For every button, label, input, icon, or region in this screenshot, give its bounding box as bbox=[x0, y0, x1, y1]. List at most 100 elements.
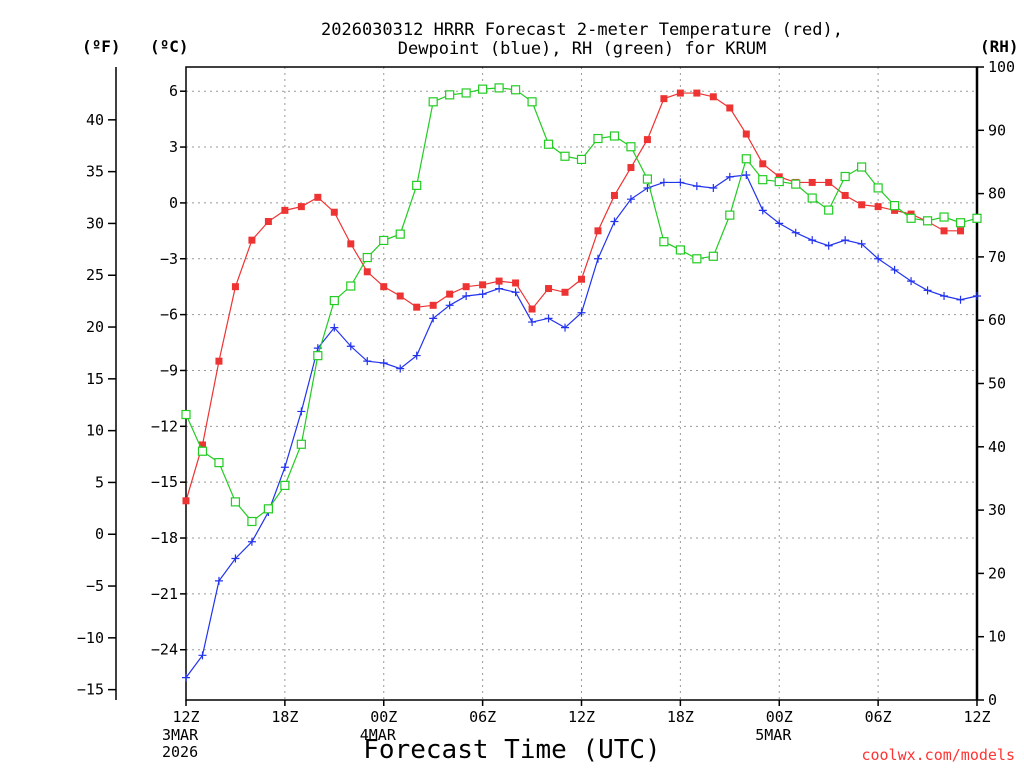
temperature-point bbox=[528, 305, 536, 313]
rh-tick-label: 90 bbox=[988, 121, 1006, 139]
x-tick-label: 06Z bbox=[469, 708, 496, 726]
rh-point bbox=[791, 179, 801, 189]
dewpoint-point bbox=[528, 318, 537, 327]
x-tick-label: 00Z bbox=[766, 708, 793, 726]
temperature-point bbox=[281, 206, 289, 214]
temperature-point bbox=[363, 268, 371, 276]
dewpoint-point bbox=[923, 286, 932, 295]
dewpoint-point bbox=[544, 314, 553, 323]
celsius-tick-label: −21 bbox=[151, 585, 178, 603]
rh-point bbox=[296, 439, 306, 449]
temperature-point bbox=[742, 130, 750, 138]
rh-point bbox=[445, 90, 455, 100]
dewpoint-point bbox=[577, 308, 586, 317]
temperature-point bbox=[759, 160, 767, 168]
temperature-point bbox=[726, 104, 734, 112]
rh-point bbox=[313, 351, 323, 361]
temperature-point bbox=[676, 89, 684, 97]
rh-point bbox=[412, 180, 422, 190]
x-tick-label: 12Z bbox=[172, 708, 199, 726]
temperature-point bbox=[215, 357, 223, 365]
dewpoint-point bbox=[725, 172, 734, 181]
temperature-point bbox=[808, 178, 816, 186]
temperature-point bbox=[957, 227, 965, 235]
x-tick-label: 06Z bbox=[865, 708, 892, 726]
dewpoint-point bbox=[874, 254, 883, 263]
temperature-point bbox=[693, 89, 701, 97]
rh-point bbox=[428, 97, 438, 107]
rh-point bbox=[626, 142, 636, 152]
dewpoint-point bbox=[280, 463, 289, 472]
dewpoint-point bbox=[692, 182, 701, 191]
rh-point bbox=[560, 151, 570, 161]
rh-point bbox=[510, 85, 521, 95]
dewpoint-point bbox=[214, 576, 223, 585]
dewpoint-point bbox=[593, 254, 602, 263]
celsius-tick-label: −3 bbox=[160, 250, 178, 268]
rh-point bbox=[329, 295, 339, 306]
dewpoint-point bbox=[247, 537, 256, 546]
credit-label: coolwx.com/models bbox=[861, 746, 1015, 764]
rh-point bbox=[280, 480, 290, 491]
temperature-point bbox=[891, 206, 899, 214]
dewpoint-point bbox=[495, 284, 504, 293]
dewpoint-point bbox=[478, 290, 487, 299]
dewpoint-point bbox=[445, 301, 454, 310]
temperature-point bbox=[413, 303, 421, 311]
rh-tick-label: 70 bbox=[988, 248, 1006, 266]
temperature-point bbox=[610, 191, 618, 199]
data-series bbox=[181, 83, 982, 682]
fahrenheit-tick-label: 10 bbox=[86, 422, 104, 440]
dewpoint-series bbox=[182, 170, 981, 682]
temperature-point bbox=[495, 277, 503, 285]
dewpoint-point bbox=[610, 217, 619, 226]
rh-point bbox=[609, 131, 620, 141]
rh-point bbox=[922, 216, 933, 226]
fahrenheit-tick-label: −15 bbox=[77, 681, 104, 699]
rh-series bbox=[181, 83, 982, 527]
celsius-tick-label: 3 bbox=[169, 138, 178, 156]
x-tick-date: 3MAR bbox=[162, 726, 199, 744]
celsius-tick-label: −24 bbox=[151, 641, 178, 659]
fahrenheit-unit-label: (ºF) bbox=[82, 37, 121, 56]
dewpoint-point bbox=[396, 364, 405, 373]
chart-subtitle: Dewpoint (blue), RH (green) for KRUM bbox=[398, 39, 766, 59]
temperature-point bbox=[479, 281, 487, 289]
fahrenheit-tick-label: 20 bbox=[86, 318, 104, 336]
fahrenheit-tick-label: 30 bbox=[86, 214, 104, 232]
dewpoint-point bbox=[659, 178, 668, 187]
dewpoint-point bbox=[841, 236, 850, 245]
dewpoint-point bbox=[379, 359, 388, 368]
temperature-point bbox=[561, 288, 569, 296]
x-tick-label: 18Z bbox=[271, 708, 298, 726]
dewpoint-point bbox=[231, 554, 240, 563]
rh-tick-label: 50 bbox=[988, 375, 1006, 393]
rh-point bbox=[379, 235, 389, 246]
rh-point bbox=[955, 218, 966, 228]
celsius-tick-label: 0 bbox=[169, 194, 178, 212]
temperature-point bbox=[198, 441, 206, 449]
rh-point bbox=[758, 175, 768, 185]
rh-point bbox=[774, 176, 784, 187]
dewpoint-point bbox=[758, 206, 767, 215]
rh-point bbox=[857, 162, 867, 172]
rh-point bbox=[395, 229, 405, 239]
rh-point bbox=[197, 446, 208, 456]
temperature-point bbox=[380, 283, 388, 291]
temperature-point bbox=[858, 201, 866, 209]
fahrenheit-tick-label: 15 bbox=[86, 370, 104, 388]
rh-point bbox=[725, 210, 735, 220]
dewpoint-point bbox=[412, 351, 421, 360]
fahrenheit-tick-label: 5 bbox=[95, 473, 104, 491]
rh-tick-label: 60 bbox=[988, 311, 1006, 329]
x-tick-label: 12Z bbox=[963, 708, 990, 726]
rh-point bbox=[675, 245, 685, 255]
rh-point bbox=[346, 281, 356, 291]
fahrenheit-tick-label: 0 bbox=[95, 525, 104, 543]
rh-point bbox=[824, 205, 834, 215]
temperature-point bbox=[314, 193, 322, 201]
fahrenheit-tick-label: 35 bbox=[86, 163, 104, 181]
rh-point bbox=[362, 252, 372, 263]
